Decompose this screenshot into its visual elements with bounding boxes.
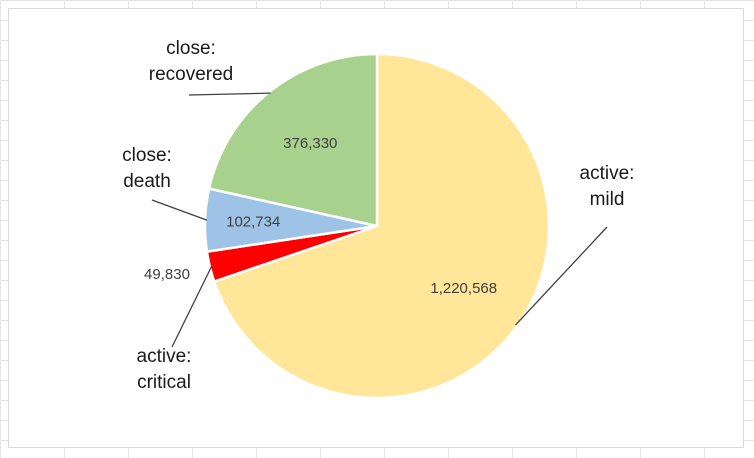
leader-line-active-mild [515, 226, 608, 326]
category-label-close-recovered: close: recovered [149, 38, 234, 85]
value-label-active-mild: 1,220,568 [430, 280, 497, 297]
chart-area[interactable]: 1,220,568 active: mild 49,830 active: critica… [8, 8, 744, 448]
leader-line-active-critical [171, 266, 213, 348]
pie-chart[interactable]: 1,220,568 active: mild 49,830 active: critica… [9, 9, 745, 449]
value-label-close-recovered: 376,330 [283, 135, 337, 152]
pie-slice-active-mild[interactable] [212, 52, 551, 400]
category-label-active-critical: active: critical [137, 346, 192, 393]
pie-slice-close-recovered[interactable] [207, 52, 379, 228]
value-label-active-critical: 49,830 [144, 266, 190, 283]
category-label-close-death: close: death [122, 145, 172, 192]
category-label-active-mild: active: mild [580, 163, 635, 210]
value-label-close-death: 102,734 [226, 214, 280, 231]
leader-line-close-recovered [188, 92, 271, 96]
leader-line-close-death [151, 199, 208, 221]
